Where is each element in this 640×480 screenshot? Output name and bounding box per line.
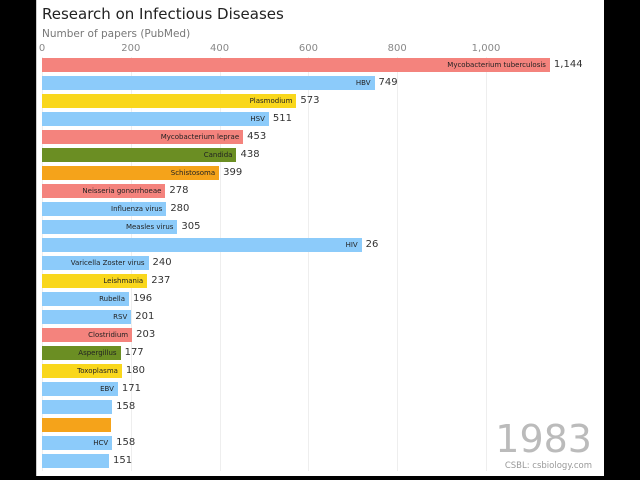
bar-value-label: 237 xyxy=(151,275,171,286)
bar-value-label: 399 xyxy=(223,167,243,178)
bar-label: Toxoplasma xyxy=(77,367,118,375)
bar-value-label: 438 xyxy=(240,149,260,160)
bar-value-label: 201 xyxy=(135,311,155,322)
bar-value-label: 453 xyxy=(247,131,267,142)
x-tick-label: 400 xyxy=(210,43,230,54)
x-tick-label: 600 xyxy=(298,43,318,54)
bar-label: HIV xyxy=(345,241,358,249)
bar-label: Mycobacterium leprae xyxy=(160,133,240,141)
bar xyxy=(42,328,133,342)
bar-value-label: 573 xyxy=(300,95,320,106)
bar xyxy=(42,202,167,216)
gridline xyxy=(308,57,310,471)
bar-value-label: 171 xyxy=(121,383,142,394)
bar-label: Mycobacterium tuberculosis xyxy=(447,61,546,69)
bar-label: Varicella Zoster virus xyxy=(70,259,145,267)
bar-value-label: 278 xyxy=(169,185,189,196)
x-tick-label: 0 xyxy=(38,43,46,54)
bar-value-label: 26 xyxy=(365,239,379,250)
bar xyxy=(42,148,237,162)
bar-value-label: 196 xyxy=(133,293,153,304)
bar-label: HSV xyxy=(250,115,265,123)
bar-value-label: 203 xyxy=(136,329,156,340)
x-tick-label: 1,000 xyxy=(471,43,501,54)
bar xyxy=(42,292,130,306)
x-tick-label: 200 xyxy=(121,43,141,54)
bar-value-label: 158 xyxy=(116,401,136,412)
bar xyxy=(42,382,118,396)
chart-title: Research on Infectious Diseases xyxy=(42,5,284,23)
bar-label: Schistosoma xyxy=(170,169,216,177)
bar xyxy=(42,418,111,432)
bar xyxy=(42,130,244,144)
gridline xyxy=(486,57,487,471)
credit-label: CSBL: csbiology.com xyxy=(504,461,592,471)
bar xyxy=(42,58,550,72)
bar xyxy=(42,400,113,414)
bar-value-label: 305 xyxy=(181,221,201,232)
bar-label: Candida xyxy=(203,151,233,159)
bar-label: Leishmania xyxy=(103,277,144,285)
bar xyxy=(42,238,362,252)
gridline xyxy=(219,57,221,471)
axis-label: Number of papers (PubMed) xyxy=(42,28,191,40)
bar xyxy=(42,454,110,468)
bar xyxy=(42,436,113,450)
bar xyxy=(42,94,297,108)
bar xyxy=(42,184,166,198)
bar xyxy=(42,310,132,324)
year-label: 1983 xyxy=(495,417,592,461)
bar xyxy=(42,274,148,288)
bar xyxy=(42,256,149,270)
bar-label: Rubella xyxy=(99,295,126,303)
bar-value-label: 151 xyxy=(113,455,133,466)
bar-value-label: 511 xyxy=(272,113,292,124)
bar-value-label: 177 xyxy=(124,347,144,358)
bar-label: Clostridium xyxy=(88,331,129,339)
bar-value-label: 240 xyxy=(152,257,172,268)
bar xyxy=(42,76,375,90)
bar-value-label: 280 xyxy=(170,203,190,214)
x-tick-label: 800 xyxy=(387,43,407,54)
bar-label: Measles virus xyxy=(125,223,174,231)
bar xyxy=(42,166,220,180)
bar-value-label: 749 xyxy=(378,77,398,88)
gridline xyxy=(397,57,399,471)
bar-label: RSV xyxy=(113,313,128,321)
bar-label: Neisseria gonorrhoeae xyxy=(82,187,162,195)
bar xyxy=(42,346,121,360)
bar-label: EBV xyxy=(100,385,114,393)
bar xyxy=(42,220,178,234)
bar-value-label: 158 xyxy=(116,437,136,448)
bar-label: HCV xyxy=(93,439,109,447)
bar-label: HBV xyxy=(355,79,371,87)
bar-label: Plasmodium xyxy=(249,97,293,105)
bar xyxy=(42,112,269,126)
bar-label: Aspergillus xyxy=(78,349,117,357)
bar-value-label: 180 xyxy=(125,365,145,376)
bar xyxy=(42,364,122,378)
bar-value-label: 1,144 xyxy=(553,59,583,70)
bar-label: Influenza virus xyxy=(111,205,163,213)
